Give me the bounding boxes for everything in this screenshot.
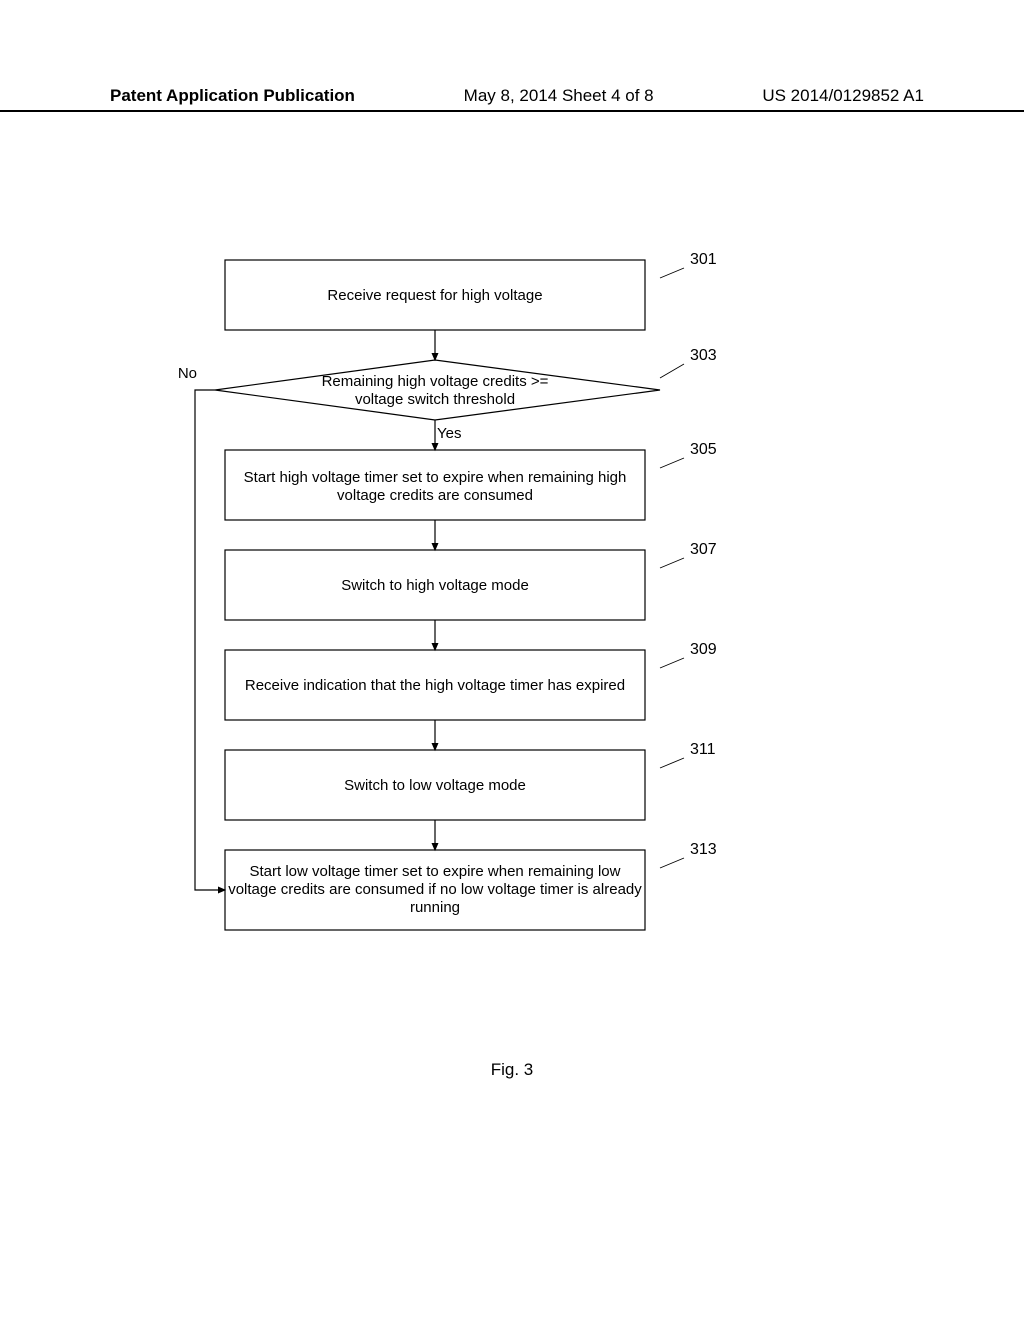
- box-text-309: Receive indication that the high voltage…: [245, 677, 625, 694]
- ref-303: 303: [690, 347, 717, 364]
- decision-303: [215, 360, 660, 420]
- ref-301: 301: [690, 251, 717, 268]
- svg-text:voltage credits are consumed i: voltage credits are consumed if no low v…: [228, 881, 642, 898]
- flowchart-container: Receive request for high voltage 301 Remai…: [0, 250, 1024, 1030]
- yes-label: Yes: [437, 425, 461, 442]
- ref-309: 309: [690, 641, 717, 658]
- box-text-311: Switch to low voltage mode: [344, 777, 526, 794]
- svg-text:Start low voltage timer set to: Start low voltage timer set to expire wh…: [249, 863, 620, 880]
- ref-313: 313: [690, 841, 717, 858]
- svg-text:running: running: [410, 899, 460, 916]
- ref-311: 311: [690, 741, 716, 758]
- header-sheet: May 8, 2014 Sheet 4 of 8: [464, 86, 654, 106]
- box-text-307: Switch to high voltage mode: [341, 577, 529, 594]
- ref-307: 307: [690, 541, 717, 558]
- no-label: No: [178, 365, 197, 382]
- box-text-301: Receive request for high voltage: [327, 287, 542, 304]
- flowchart-svg: Receive request for high voltage 301 Remai…: [0, 250, 1024, 1030]
- ref-305: 305: [690, 441, 717, 458]
- decision-text-303-1: Remaining high voltage credits >=: [322, 373, 549, 390]
- decision-text-303-2: voltage switch threshold: [355, 391, 515, 408]
- no-path: [195, 390, 225, 890]
- header-publication: Patent Application Publication: [110, 86, 355, 106]
- header-docnum: US 2014/0129852 A1: [762, 86, 924, 106]
- figure-label: Fig. 3: [0, 1060, 1024, 1080]
- svg-text:voltage credits are consumed: voltage credits are consumed: [337, 487, 533, 504]
- page-header: Patent Application Publication May 8, 20…: [0, 86, 1024, 112]
- svg-text:Start high voltage timer set t: Start high voltage timer set to expire w…: [244, 469, 627, 486]
